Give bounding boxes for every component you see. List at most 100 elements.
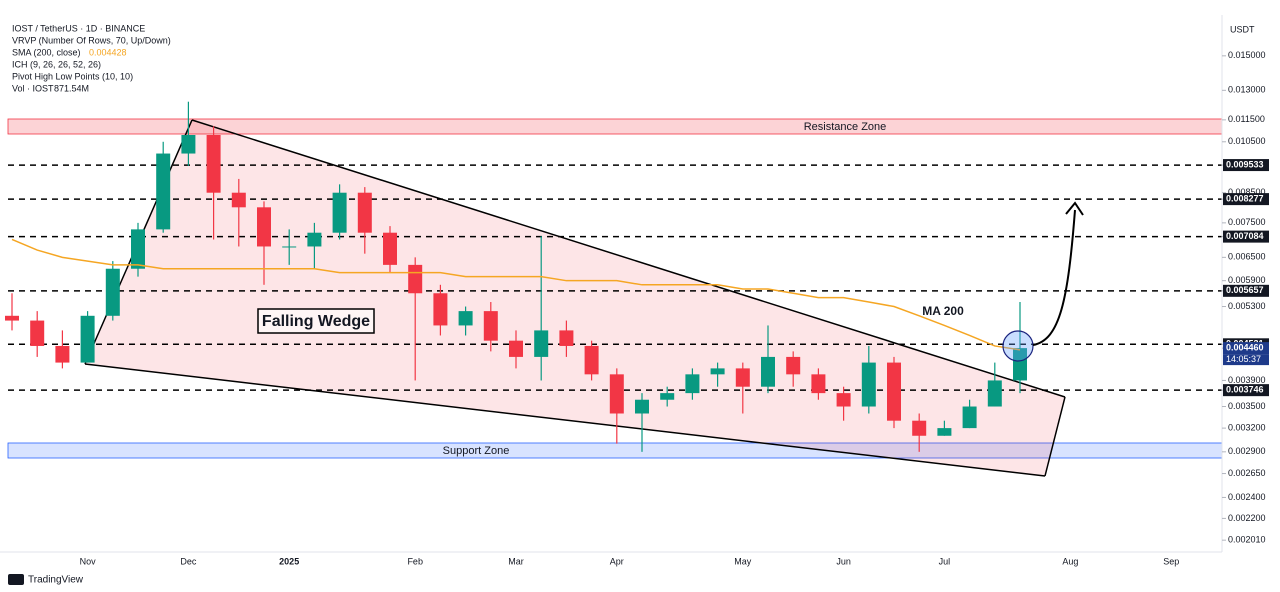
breakout-circle	[1002, 330, 1034, 362]
candle-body	[710, 368, 725, 375]
candle-body	[635, 399, 649, 414]
y-tick-label: 0.010500	[1228, 136, 1266, 146]
y-tick-label: 0.009533	[1226, 159, 1264, 169]
candle-body	[231, 192, 246, 208]
candle-body	[433, 293, 448, 326]
candle-body	[181, 134, 196, 154]
y-tick-label-box	[1223, 384, 1269, 397]
candle-body	[836, 393, 851, 407]
x-tick-label: Dec	[180, 556, 197, 566]
pattern-label: Falling Wedge	[262, 313, 370, 330]
candle-body	[987, 380, 1002, 407]
candle-body	[483, 311, 498, 341]
candle-body	[584, 345, 599, 375]
brand: TradingView	[28, 575, 84, 586]
y-tick-label-box	[1223, 342, 1269, 355]
x-tick-label: Feb	[407, 556, 423, 566]
candle-body	[357, 192, 372, 233]
candle-body	[206, 134, 221, 193]
sma-label: SMA (200, close)	[12, 47, 81, 57]
support-label: Support Zone	[443, 445, 510, 457]
candle-body	[534, 330, 549, 357]
x-tick-label: May	[734, 556, 752, 566]
y-tick-label: 0.005657	[1226, 285, 1264, 295]
x-tick-label: Nov	[80, 556, 97, 566]
candle-body	[55, 345, 70, 363]
y-tick-label-box	[1223, 284, 1269, 297]
candle-body	[609, 374, 624, 414]
candle-body	[685, 374, 700, 394]
target-arrow	[1032, 209, 1076, 346]
candle-body	[887, 362, 901, 421]
brand-logo	[8, 574, 24, 585]
candle-body	[80, 315, 95, 363]
y-tick-label: 0.013000	[1228, 85, 1266, 95]
wedge-lower-line	[84, 363, 1046, 477]
candle-body	[282, 246, 297, 248]
candle-body	[509, 340, 523, 357]
wedge-edge	[1044, 396, 1066, 477]
sma-line	[11, 238, 1021, 351]
countdown: 14:05:37	[1226, 354, 1261, 364]
candle-body	[131, 229, 145, 269]
candle-body	[383, 232, 397, 265]
candle-body	[257, 207, 271, 247]
candle-body	[811, 374, 826, 394]
volume-value: 871.54M	[54, 83, 89, 93]
y-tick-label: 0.005300	[1228, 301, 1266, 311]
y-tick-label: 0.002200	[1228, 513, 1266, 523]
y-tick-label: 0.007084	[1226, 231, 1264, 241]
pattern-box	[257, 308, 375, 334]
x-tick-label: Apr	[610, 556, 624, 566]
wedge-upper-line	[191, 119, 1066, 398]
y-tick-label: 0.005900	[1228, 275, 1266, 285]
y-tick-label: 0.003900	[1228, 375, 1266, 385]
x-tick-label: Aug	[1062, 556, 1078, 566]
candle-body	[156, 153, 171, 230]
y-tick-label: 0.002400	[1228, 492, 1266, 502]
y-tick-label: 0.003200	[1228, 422, 1266, 432]
y-tick-label-box	[1223, 159, 1269, 172]
candle-body	[735, 368, 750, 387]
candle-body	[660, 393, 675, 400]
y-tick-label: 0.008500	[1228, 187, 1266, 197]
y-tick-label: 0.002010	[1228, 535, 1266, 545]
y-tick-label: 0.004460	[1226, 342, 1264, 352]
y-tick-label-box	[1223, 193, 1269, 206]
y-tick-label-box	[1223, 230, 1269, 243]
candle-body	[5, 315, 19, 321]
y-tick-label: 0.007500	[1228, 217, 1266, 227]
indicator-label: VRVP (Number Of Rows, 70, Up/Down)	[12, 35, 171, 45]
candle-body	[761, 356, 775, 387]
indicator-label: ICH (9, 26, 26, 52, 26)	[12, 59, 101, 69]
candle-body	[458, 311, 473, 326]
candle-body	[105, 268, 120, 316]
y-tick-label: 0.015000	[1228, 50, 1266, 60]
y-tick-label: 0.002900	[1228, 446, 1266, 456]
y-tick-label: 0.006500	[1228, 252, 1266, 262]
y-tick-label: 0.008277	[1226, 193, 1264, 203]
x-tick-label: Sep	[1163, 556, 1179, 566]
y-tick-label: 0.003746	[1226, 385, 1264, 395]
candle-body	[786, 356, 801, 375]
candle-body	[962, 406, 977, 429]
candle-body	[30, 320, 45, 346]
x-tick-label: Jun	[836, 556, 851, 566]
unit-label: USDT	[1230, 24, 1255, 34]
volume-label: Vol · IOST	[12, 83, 54, 93]
resistance-label: Resistance Zone	[804, 121, 887, 133]
candle-body	[912, 420, 927, 436]
candle-body	[332, 192, 347, 233]
candle-body	[861, 362, 876, 407]
indicator-label: Pivot High Low Points (10, 10)	[12, 71, 133, 81]
x-tick-label: Mar	[508, 556, 524, 566]
arrow-head	[1065, 201, 1084, 216]
y-tick-label: 0.011500	[1228, 114, 1265, 124]
candle-body	[937, 428, 952, 436]
candle-body	[408, 264, 423, 294]
chart-title: IOST / TetherUS · 1D · BINANCE	[12, 23, 145, 33]
sma-value: 0.004428	[89, 47, 127, 57]
candle-body	[559, 330, 574, 346]
